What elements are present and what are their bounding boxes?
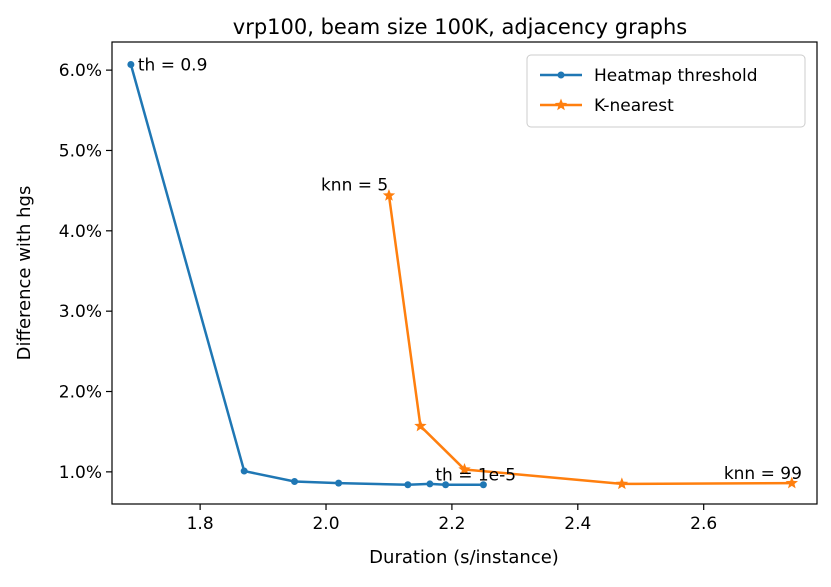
legend-marker-knn: [554, 98, 568, 111]
y-tick-label: 2.0%: [59, 383, 102, 403]
data-point: [382, 188, 396, 201]
chart-title: vrp100, beam size 100K, adjacency graphs: [233, 15, 687, 39]
legend-label-knn: K-nearest: [594, 96, 674, 116]
y-tick-label: 5.0%: [59, 141, 102, 161]
y-axis-label: Difference with hgs: [14, 186, 35, 361]
y-tick-label: 3.0%: [59, 302, 102, 322]
data-point: [785, 476, 798, 489]
legend-label-heatmap: Heatmap threshold: [594, 66, 758, 86]
data-point: [442, 481, 450, 489]
annotation: th = 0.9: [138, 55, 208, 75]
data-point: [615, 477, 629, 490]
legend: Heatmap threshold K-nearest: [526, 54, 806, 128]
annotation: knn = 99: [724, 464, 802, 484]
legend-box: [526, 54, 806, 128]
x-tick-label: 1.8: [187, 514, 214, 534]
data-point: [414, 419, 427, 432]
data-point: [127, 60, 135, 68]
data-point: [479, 481, 487, 489]
y-tick-label: 6.0%: [59, 61, 102, 81]
data-point: [291, 478, 299, 486]
y-tick-label: 1.0%: [59, 463, 102, 483]
data-point: [404, 481, 412, 489]
x-tick-label: 2.0: [312, 514, 339, 534]
x-tick-label: 2.2: [438, 514, 465, 534]
data-point: [458, 462, 471, 475]
data-point: [426, 480, 434, 488]
annotation: th = 1e-5: [435, 466, 516, 486]
x-axis-label: Duration (s/instance): [369, 547, 559, 568]
data-point: [240, 467, 248, 475]
x-tick-label: 2.4: [564, 514, 591, 534]
y-tick-label: 4.0%: [59, 222, 102, 242]
plot-frame: [111, 41, 818, 505]
legend-marker-heatmap: [557, 71, 565, 79]
data-point: [335, 479, 343, 487]
x-tick-label: 2.6: [690, 514, 717, 534]
annotation: knn = 5: [321, 175, 388, 195]
